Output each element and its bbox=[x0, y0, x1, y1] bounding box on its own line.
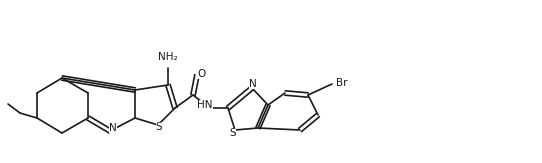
Text: O: O bbox=[197, 69, 205, 79]
Text: N: N bbox=[109, 123, 117, 133]
Text: Br: Br bbox=[336, 78, 348, 88]
Text: N: N bbox=[249, 79, 257, 89]
Text: HN: HN bbox=[197, 100, 213, 110]
Text: S: S bbox=[156, 122, 162, 132]
Text: NH₂: NH₂ bbox=[158, 52, 178, 62]
Text: S: S bbox=[230, 128, 236, 138]
